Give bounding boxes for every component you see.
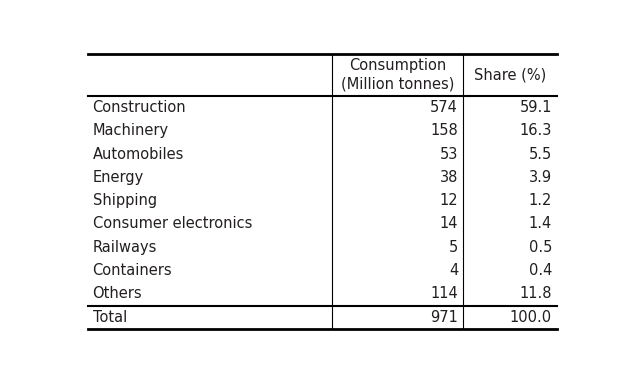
Text: 100.0: 100.0: [510, 310, 552, 325]
Text: Energy: Energy: [92, 170, 144, 185]
Text: Others: Others: [92, 287, 142, 302]
Text: 12: 12: [439, 193, 458, 208]
Text: Consumer electronics: Consumer electronics: [92, 217, 252, 232]
Text: 0.4: 0.4: [529, 263, 552, 278]
Text: 971: 971: [430, 310, 458, 325]
Text: Total: Total: [92, 310, 127, 325]
Text: 0.5: 0.5: [529, 240, 552, 255]
Text: 4: 4: [449, 263, 458, 278]
Text: Railways: Railways: [92, 240, 157, 255]
Text: 114: 114: [431, 287, 458, 302]
Text: 11.8: 11.8: [519, 287, 552, 302]
Text: 59.1: 59.1: [519, 100, 552, 115]
Text: 1.4: 1.4: [529, 217, 552, 232]
Text: Shipping: Shipping: [92, 193, 157, 208]
Text: Machinery: Machinery: [92, 123, 168, 138]
Text: Consumption
(Million tonnes): Consumption (Million tonnes): [341, 58, 454, 91]
Text: 5: 5: [449, 240, 458, 255]
Text: 16.3: 16.3: [520, 123, 552, 138]
Text: 5.5: 5.5: [529, 147, 552, 162]
Text: 53: 53: [440, 147, 458, 162]
Text: Construction: Construction: [92, 100, 186, 115]
Text: Share (%): Share (%): [474, 67, 546, 82]
Text: Containers: Containers: [92, 263, 172, 278]
Text: 574: 574: [430, 100, 458, 115]
Text: 3.9: 3.9: [529, 170, 552, 185]
Text: 14: 14: [440, 217, 458, 232]
Text: 158: 158: [431, 123, 458, 138]
Text: 1.2: 1.2: [529, 193, 552, 208]
Text: Automobiles: Automobiles: [92, 147, 184, 162]
Text: 38: 38: [440, 170, 458, 185]
